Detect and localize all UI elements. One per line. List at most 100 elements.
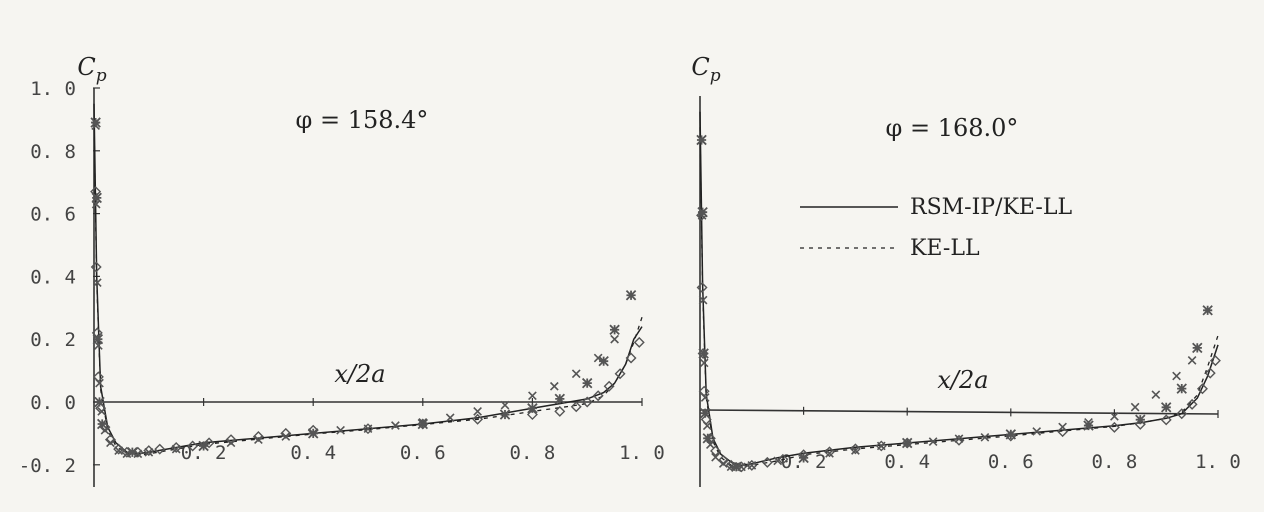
data-point-star [127,447,138,458]
chart-panel-right: Cp x/2a φ = 168.0° 0. 2 0. 4 0. 6 0. 8 1. 0 … [691,53,1241,487]
data-point-star [94,396,105,408]
data-point-star [527,403,538,414]
data-point-star [798,452,809,464]
data-point-cross [97,407,107,416]
data-point-star [901,437,913,449]
data-point-star [1202,305,1213,316]
data-point-cross [391,421,400,430]
x-tick-label: 0. 2 [181,442,227,464]
y-tick-label: -0. 2 [19,455,76,477]
data-point-cross [928,437,938,446]
data-point-star [554,393,566,405]
data-point-diamond [1186,398,1198,410]
y-tick-label: 0. 2 [30,329,76,351]
data-point-diamond [625,352,637,364]
data-point-diamond [1108,421,1120,433]
y-axis-label: Cp [691,53,720,86]
angle-annotation: φ = 158.4° [296,106,429,134]
data-point-cross [699,358,709,368]
data-point-cross [698,295,708,305]
data-point-star [1083,420,1094,431]
data-point-diamond [1209,355,1221,367]
series-line-dashed [93,119,643,457]
data-point-diamond [761,456,773,468]
data-point-diamond [746,459,758,471]
data-point-diamond [633,336,645,348]
data-point-star [697,206,708,218]
y-tick-label: 0. 8 [30,141,76,163]
data-point-diamond [472,413,484,425]
angle-annotation: φ = 168.0° [886,114,1019,142]
data-point-diamond [1196,383,1208,395]
data-point-cross [528,391,537,401]
data-point-cross [1058,422,1067,432]
data-point-star [581,377,593,389]
data-point-cross [1032,427,1042,436]
data-point-diamond [696,282,708,294]
data-point-cross [226,438,236,448]
data-point-diamond [1160,414,1172,426]
y-tick-label: 1. 0 [30,78,76,100]
data-point-diamond [104,434,116,446]
data-point-cross [702,421,712,431]
data-point-cross [718,459,728,468]
data-point-star [91,192,102,204]
data-point-diamond [717,454,729,466]
data-point-star [90,117,101,128]
data-point-cross [281,432,291,441]
data-point-cross [363,424,373,434]
x-tick-label: 0. 4 [884,451,930,473]
data-point-cross [610,334,619,344]
data-point-cross [473,407,482,416]
data-point-star [1135,414,1146,425]
data-point-cross [773,456,783,466]
data-point-cross [571,369,581,379]
data-point-diamond [554,405,566,417]
x-ticks: 0. 2 0. 4 0. 6 0. 8 1. 0 [181,398,665,464]
data-point-diamond [592,390,604,402]
x-tick-label: 0. 8 [1092,451,1138,473]
y-tick-label: 0. 0 [30,392,76,414]
data-point-diamond [875,440,887,452]
legend-entry-label: KE-LL [910,236,980,261]
y-tick-label: 0. 6 [30,204,76,226]
legend-entry-label: RSM-IP/KE-LL [910,195,1072,220]
data-point-cross [1110,411,1119,421]
data-point-diamond [1176,408,1188,420]
data-point-cross [851,446,860,455]
data-point-star [1160,402,1172,413]
x-tick-label: 0. 8 [510,442,556,464]
data-point-cross [1172,371,1181,381]
data-point-star [696,134,707,146]
data-point-cross [549,381,559,391]
data-point-star [1192,342,1203,354]
data-point-star [731,461,742,473]
data-point-diamond [1204,367,1216,379]
data-point-cross [500,400,510,410]
series-markers [696,134,1221,473]
x-ticks: 0. 2 0. 4 0. 6 0. 8 1. 0 [781,406,1241,473]
data-point-star [307,428,319,439]
data-point-cross [114,446,124,456]
data-point-diamond [581,396,593,408]
data-point-cross [171,444,181,454]
data-point-star [417,418,429,430]
data-point-diamond [526,409,538,421]
x-axis [699,409,1219,415]
data-point-star [609,324,620,336]
data-point-star [698,348,709,359]
data-point-diamond [710,445,722,457]
data-point-cross [700,393,710,402]
data-point-diamond [280,427,292,439]
data-point-star [1176,383,1187,394]
data-point-star [1005,429,1017,440]
data-point-star [499,409,511,420]
data-point-cross [254,435,263,445]
data-point-cross [445,413,455,423]
data-point-cross [747,460,757,470]
data-point-cross [95,378,104,388]
series-markers [90,117,645,459]
data-point-diamond [252,431,264,443]
